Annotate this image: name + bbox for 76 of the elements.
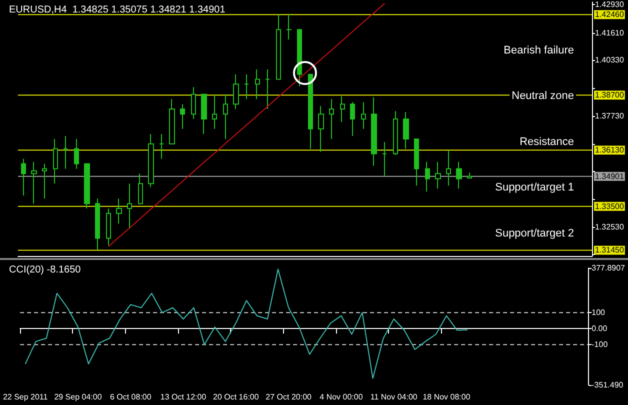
- candlestick: [53, 138, 58, 184]
- candlestick: [169, 98, 175, 144]
- candlestick: [233, 74, 239, 110]
- candlestick: [446, 150, 451, 186]
- annotation: Support/target 1: [495, 182, 574, 194]
- candlestick: [371, 96, 377, 166]
- x-tick-label: 22 Sep 2011: [2, 392, 48, 402]
- chart-title: EURUSD,H4 1.34825 1.35075 1.34821 1.34901: [9, 4, 226, 16]
- ref-line-label: 1.31450: [595, 246, 624, 255]
- y-tick-label: 1.41610: [595, 28, 624, 38]
- y-tick-label: 0.00: [592, 324, 608, 334]
- ref-line-label: 1.38700: [595, 90, 624, 100]
- ref-line-label: 1.34901: [595, 172, 624, 181]
- candlestick: [414, 138, 419, 186]
- candlestick: [308, 74, 313, 150]
- y-tick-label: -351.490: [592, 380, 624, 390]
- candlestick: [74, 138, 79, 170]
- x-tick-label: 4 Nov 00:00: [320, 392, 364, 402]
- y-tick-label: 1.37730: [595, 111, 624, 120]
- y-tick-label: 1.32530: [595, 222, 624, 232]
- y-tick-label: 1.40330: [595, 56, 624, 65]
- candlestick: [127, 183, 132, 229]
- candlestick: [84, 163, 90, 209]
- candlestick: [159, 134, 164, 160]
- candlestick: [31, 161, 37, 204]
- candlestick: [340, 96, 345, 123]
- x-tick-label: 6 Oct 08:00: [110, 392, 152, 402]
- candlestick: [63, 135, 68, 170]
- candlestick: [297, 29, 302, 87]
- candlestick: [201, 94, 207, 135]
- candlestick: [350, 102, 355, 136]
- candlestick: [467, 172, 472, 179]
- candlestick: [223, 94, 228, 140]
- x-tick-label: 11 Nov 04:00: [370, 392, 418, 402]
- candlestick: [286, 13, 292, 40]
- candlestick: [456, 161, 462, 190]
- candlestick: [191, 86, 196, 120]
- y-tick-label: -100: [592, 340, 608, 350]
- candlestick: [382, 141, 387, 176]
- annotation: Bearish failure: [504, 44, 574, 56]
- annotation: Resistance: [520, 136, 574, 148]
- annotation: Support/target 2: [495, 227, 574, 240]
- x-tick-label: 13 Oct 12:00: [160, 392, 207, 402]
- candlestick: [318, 105, 324, 152]
- candlestick: [425, 161, 430, 192]
- candlestick: [276, 14, 281, 80]
- x-tick-label: 29 Sep 04:00: [54, 392, 102, 402]
- x-tick-label: 20 Oct 16:00: [213, 392, 260, 402]
- candlestick: [255, 68, 260, 100]
- candlestick: [95, 198, 100, 250]
- x-tick-label: 18 Nov 08:00: [422, 392, 471, 402]
- chart-title: CCI(20) -8.1650: [9, 264, 82, 276]
- line-series: [108, 2, 386, 248]
- candlestick: [403, 111, 409, 150]
- candlestick: [148, 134, 154, 188]
- annotation: Neutral zone: [512, 90, 574, 102]
- ref-line-label: 1.33500: [595, 202, 624, 211]
- candlestick: [435, 161, 441, 190]
- candlestick: [361, 102, 366, 130]
- ref-line-label: 1.36130: [595, 146, 624, 155]
- candlestick: [212, 94, 217, 130]
- candlestick: [138, 173, 143, 205]
- ref-line-label: 1.42460: [595, 10, 624, 20]
- candlestick: [393, 110, 398, 156]
- candlestick: [116, 198, 122, 224]
- candlestick: [106, 208, 111, 246]
- candlestick: [244, 74, 249, 100]
- candlestick: [329, 98, 334, 140]
- candlestick: [21, 158, 26, 196]
- candlestick: [42, 163, 47, 200]
- y-tick-label: 100: [592, 308, 606, 318]
- candlestick: [180, 104, 185, 130]
- y-tick-label: 377.8907: [592, 264, 626, 272]
- x-tick-label: 27 Oct 20:00: [266, 392, 312, 402]
- candlestick: [265, 68, 270, 110]
- y-tick-label: 1.42930: [595, 0, 624, 10]
